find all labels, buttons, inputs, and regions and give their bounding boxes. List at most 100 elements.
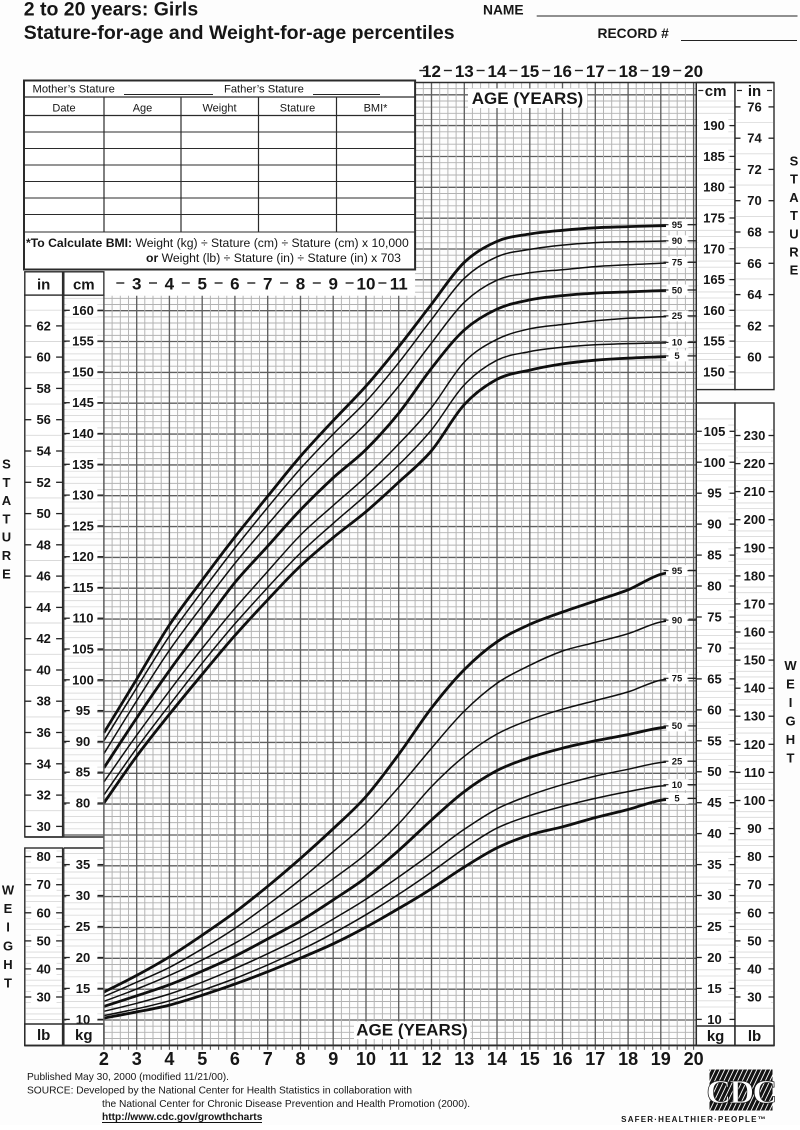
svg-text:40: 40: [36, 961, 50, 976]
svg-text:185: 185: [703, 149, 725, 164]
svg-text:T: T: [3, 511, 11, 526]
svg-text:18: 18: [619, 62, 638, 81]
svg-text:7: 7: [263, 1049, 273, 1069]
svg-text:5: 5: [197, 1049, 207, 1069]
svg-text:230: 230: [744, 428, 766, 443]
svg-text:60: 60: [36, 905, 50, 920]
svg-text:Stature: Stature: [280, 103, 315, 115]
svg-text:12: 12: [422, 62, 441, 81]
svg-text:30: 30: [747, 990, 761, 1005]
svg-text:60: 60: [707, 702, 721, 717]
svg-text:130: 130: [72, 488, 94, 503]
svg-text:E: E: [790, 263, 799, 278]
svg-text:Age: Age: [133, 103, 153, 115]
svg-text:46: 46: [36, 569, 50, 584]
svg-text:AGE (YEARS): AGE (YEARS): [472, 89, 583, 108]
svg-text:45: 45: [707, 795, 721, 810]
svg-text:5: 5: [674, 794, 680, 805]
svg-text:125: 125: [72, 518, 94, 533]
svg-text:150: 150: [703, 364, 725, 379]
svg-text:190: 190: [703, 118, 725, 133]
svg-text:150: 150: [744, 653, 766, 668]
svg-text:6: 6: [230, 275, 239, 294]
svg-text:175: 175: [703, 211, 725, 226]
svg-text:30: 30: [76, 888, 90, 903]
svg-text:44: 44: [36, 600, 51, 615]
svg-text:RECORD #: RECORD #: [598, 26, 670, 41]
svg-text:135: 135: [72, 457, 94, 472]
svg-text:35: 35: [707, 857, 721, 872]
svg-text:64: 64: [747, 287, 762, 302]
svg-text:75: 75: [672, 674, 683, 685]
svg-text:25: 25: [672, 757, 683, 768]
svg-text:20: 20: [684, 1049, 704, 1069]
svg-text:18: 18: [618, 1049, 638, 1069]
svg-text:25: 25: [707, 919, 721, 934]
svg-text:I: I: [789, 695, 793, 710]
svg-text:100: 100: [744, 793, 766, 808]
svg-text:10: 10: [357, 275, 376, 294]
svg-text:145: 145: [72, 395, 94, 410]
svg-text:48: 48: [36, 537, 50, 552]
svg-text:220: 220: [744, 456, 766, 471]
svg-text:95: 95: [672, 566, 683, 577]
svg-text:10: 10: [76, 1012, 90, 1027]
svg-text:BMI*: BMI*: [364, 103, 389, 115]
svg-text:115: 115: [73, 580, 94, 595]
svg-text:80: 80: [747, 849, 761, 864]
svg-text:165: 165: [703, 272, 725, 287]
svg-text:E: E: [4, 901, 13, 916]
svg-text:10: 10: [672, 338, 683, 349]
svg-text:5: 5: [674, 351, 680, 362]
svg-text:180: 180: [744, 568, 766, 583]
svg-text:A: A: [2, 493, 12, 508]
svg-text:http://www.cdc.gov/growthchart: http://www.cdc.gov/growthcharts: [102, 1112, 263, 1123]
svg-text:lb: lb: [748, 1028, 761, 1045]
svg-text:T: T: [787, 751, 795, 766]
svg-text:100: 100: [704, 455, 726, 470]
svg-text:130: 130: [744, 709, 766, 724]
svg-text:40: 40: [747, 961, 761, 976]
svg-text:190: 190: [744, 540, 766, 555]
svg-text:90: 90: [707, 517, 721, 532]
svg-text:60: 60: [747, 350, 761, 365]
svg-text:42: 42: [36, 631, 50, 646]
svg-text:60: 60: [747, 905, 761, 920]
svg-text:kg: kg: [707, 1028, 725, 1045]
svg-text:30: 30: [36, 819, 50, 834]
svg-text:80: 80: [76, 796, 90, 811]
svg-text:T: T: [790, 172, 798, 187]
svg-text:NAME: NAME: [483, 3, 524, 18]
svg-text:75: 75: [707, 610, 721, 625]
svg-text:H: H: [3, 957, 12, 972]
svg-text:90: 90: [76, 734, 90, 749]
svg-text:13: 13: [455, 62, 474, 81]
svg-text:30: 30: [707, 888, 721, 903]
svg-text:Date: Date: [52, 103, 75, 115]
svg-text:2: 2: [99, 1049, 109, 1069]
svg-text:20: 20: [684, 62, 703, 81]
svg-text:5: 5: [197, 275, 206, 294]
svg-text:17: 17: [585, 1049, 605, 1069]
svg-text:19: 19: [651, 62, 670, 81]
svg-text:U: U: [2, 530, 11, 545]
svg-text:19: 19: [651, 1049, 671, 1069]
svg-text:140: 140: [72, 426, 94, 441]
svg-text:35: 35: [76, 857, 90, 872]
svg-text:H: H: [786, 732, 795, 747]
svg-text:95: 95: [707, 486, 721, 501]
svg-text:7: 7: [263, 275, 272, 294]
svg-text:R: R: [789, 245, 799, 260]
svg-text:160: 160: [744, 625, 766, 640]
svg-text:72: 72: [747, 162, 761, 177]
svg-text:*To Calculate BMI: Weight (kg): *To Calculate BMI: Weight (kg) ÷ Stature…: [26, 236, 409, 250]
svg-text:10: 10: [356, 1049, 376, 1069]
svg-text:25: 25: [76, 919, 90, 934]
svg-text:15: 15: [76, 981, 90, 996]
svg-text:cm: cm: [73, 277, 95, 294]
svg-text:16: 16: [553, 62, 572, 81]
svg-text:95: 95: [76, 703, 90, 718]
svg-text:10: 10: [672, 780, 683, 791]
svg-text:G: G: [3, 938, 13, 953]
svg-text:85: 85: [707, 548, 721, 563]
